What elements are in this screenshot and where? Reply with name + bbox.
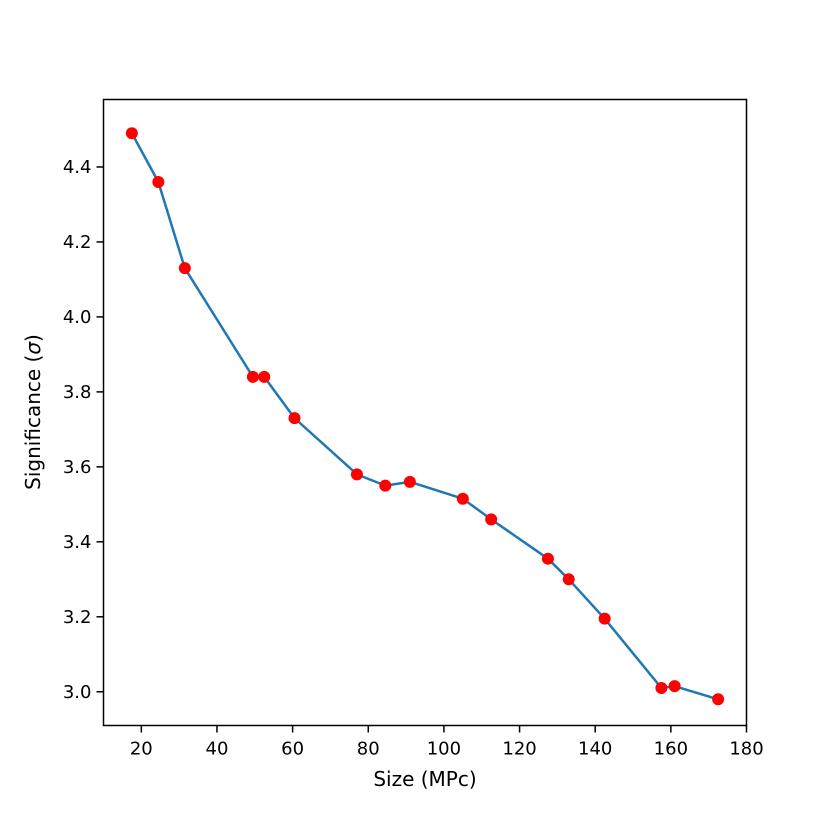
plot-frame (102, 98, 748, 727)
x-tick-label: 140 (578, 739, 612, 760)
y-axis-label: Significance (σ) (21, 334, 45, 490)
y-tick-label: 4.4 (63, 157, 92, 178)
x-tick-label: 80 (357, 739, 380, 760)
x-tick-label: 60 (281, 739, 304, 760)
data-point (598, 612, 611, 625)
x-tick-label: 20 (130, 739, 153, 760)
data-point (456, 492, 469, 505)
data-point (246, 370, 259, 383)
y-tick-label: 3.6 (63, 457, 92, 478)
y-tick-label: 3.0 (63, 682, 92, 703)
y-axis-ticks: 3.0 3.2 3.4 3.6 3.8 4.0 4.2 4.4 (63, 157, 104, 703)
data-point (562, 573, 575, 586)
data-point (178, 262, 191, 275)
x-tick-label: 100 (427, 739, 461, 760)
x-tick-label: 180 (729, 739, 763, 760)
x-tick-label: 160 (654, 739, 688, 760)
data-point (485, 513, 498, 526)
x-axis-label: Size (MPc) (373, 767, 476, 791)
y-tick-label: 3.4 (63, 532, 92, 553)
y-tick-label: 4.2 (63, 232, 92, 253)
data-point (668, 680, 681, 693)
x-axis-ticks: 20 40 60 80 100 120 140 160 180 (130, 725, 764, 760)
sigma-symbol: σ (21, 341, 45, 355)
data-point (655, 682, 668, 695)
x-tick-label: 120 (502, 739, 536, 760)
y-tick-label: 4.0 (63, 307, 92, 328)
y-tick-label: 3.2 (63, 607, 92, 628)
data-point (379, 479, 392, 492)
x-tick-label: 40 (206, 739, 229, 760)
data-point (288, 412, 301, 425)
data-markers (125, 127, 725, 706)
data-point (712, 693, 725, 706)
data-point (350, 468, 363, 481)
data-point (541, 552, 554, 565)
data-point (125, 127, 138, 140)
y-tick-label: 3.8 (63, 382, 92, 403)
data-point (152, 175, 165, 188)
data-point (258, 370, 271, 383)
data-point (403, 475, 416, 488)
